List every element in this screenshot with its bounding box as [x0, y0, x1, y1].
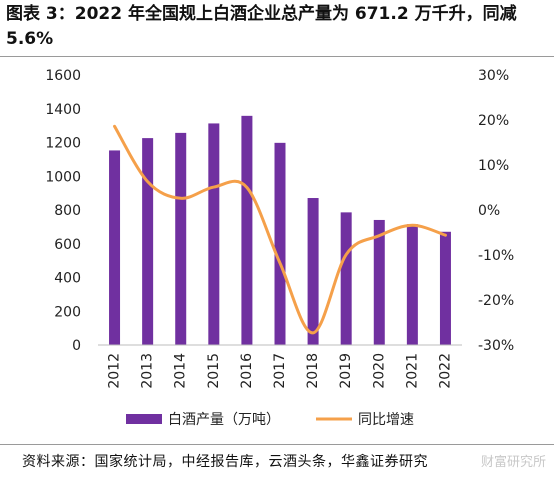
x-tick-label: 2012	[107, 353, 123, 389]
left-axis: 0 200 400 600 800 1000 1200 1400 1600	[45, 68, 81, 354]
left-tick-label: 600	[54, 237, 81, 253]
bar-2019	[340, 212, 352, 345]
x-tick-label: 2022	[437, 353, 453, 389]
x-tick-label: 2020	[371, 353, 387, 389]
x-axis: 2012 2013 2014 2015 2016 2017 2018 2019 2020 2021…	[107, 353, 454, 389]
left-tick-label: 400	[54, 271, 81, 287]
line-series	[113, 124, 447, 335]
x-tick-label: 2017	[272, 353, 288, 389]
x-tick-label: 2021	[404, 353, 420, 389]
x-tick-label: 2013	[140, 353, 156, 389]
title-divider	[0, 56, 554, 57]
bar-2013	[142, 138, 154, 345]
left-tick-label: 1400	[45, 102, 81, 118]
right-tick-label: 0%	[478, 203, 500, 219]
legend-label-bar: 白酒产量（万吨）	[168, 412, 280, 428]
x-tick-label: 2016	[239, 353, 255, 389]
left-tick-label: 800	[54, 203, 81, 219]
bar-2020	[373, 219, 385, 345]
x-tick-label: 2019	[338, 353, 354, 389]
legend-swatch-bar	[126, 414, 162, 424]
bar-2014	[175, 132, 187, 345]
left-tick-label: 0	[72, 338, 81, 354]
left-tick-label: 200	[54, 304, 81, 320]
bar-2016	[241, 115, 253, 346]
bar-2018	[307, 198, 319, 345]
legend: 白酒产量（万吨） 同比增速	[126, 412, 414, 428]
left-tick-label: 1200	[45, 136, 81, 152]
right-tick-label: -20%	[478, 293, 514, 309]
left-tick-label: 1600	[45, 68, 81, 84]
bar-2022	[439, 231, 451, 345]
legend-label-line: 同比增速	[358, 412, 414, 428]
source-note: 资料来源：国家统计局，中经报告库，云酒头条，华鑫证券研究	[22, 454, 428, 470]
x-tick-label: 2018	[305, 353, 321, 389]
right-tick-label: 20%	[478, 113, 509, 129]
right-axis: -30% -20% -10% 0% 10% 20% 30%	[478, 68, 514, 354]
right-tick-label: 10%	[478, 158, 509, 174]
watermark: 财富研究所	[480, 455, 546, 470]
chart-title: 图表 3：2022 年全国规上白酒企业总产量为 671.2 万千升，同减5.6%	[6, 4, 517, 49]
bar-2021	[406, 224, 418, 345]
line-path	[113, 124, 447, 335]
x-tick-label: 2014	[173, 353, 189, 389]
right-tick-label: -30%	[478, 338, 514, 354]
left-tick-label: 1000	[45, 169, 81, 185]
bar-2015	[208, 123, 220, 346]
bar-series	[109, 115, 451, 346]
bar-2017	[274, 142, 286, 345]
right-tick-label: 30%	[478, 68, 509, 84]
right-tick-label: -10%	[478, 248, 514, 264]
x-tick-label: 2015	[206, 353, 222, 389]
source-divider	[0, 444, 554, 445]
bar-2012	[109, 150, 121, 345]
